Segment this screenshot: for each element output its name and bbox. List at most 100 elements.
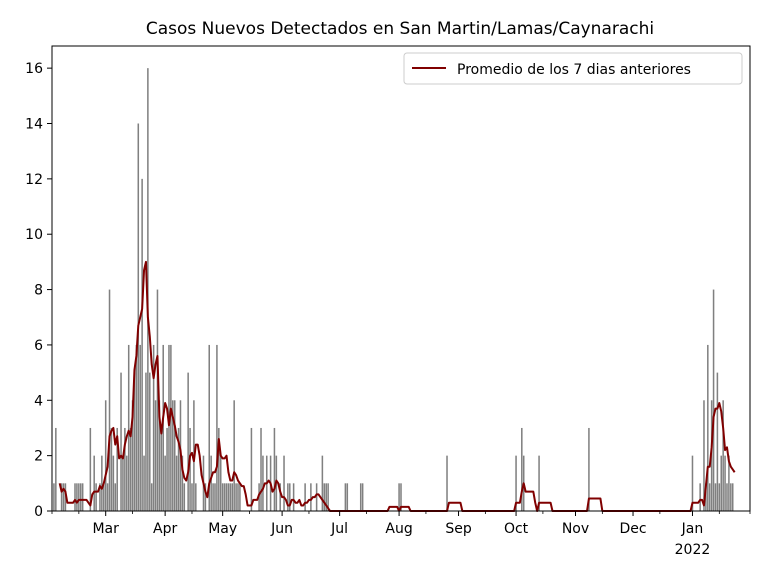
bar bbox=[707, 344, 709, 511]
bar bbox=[152, 344, 155, 511]
y-axis: 0 2 4 6 8 10 12 14 16 bbox=[25, 61, 52, 520]
bar bbox=[315, 483, 318, 511]
bar bbox=[361, 483, 364, 511]
bar bbox=[122, 455, 124, 511]
bar bbox=[714, 483, 717, 511]
bar bbox=[218, 427, 220, 511]
bar bbox=[262, 455, 264, 511]
x-tick-label: May bbox=[208, 521, 237, 537]
bar bbox=[233, 400, 235, 511]
bar bbox=[60, 483, 63, 511]
bar bbox=[80, 483, 82, 511]
bar bbox=[116, 427, 118, 511]
bar bbox=[346, 483, 349, 511]
bar bbox=[170, 344, 172, 511]
bar bbox=[588, 427, 590, 511]
bar bbox=[227, 483, 230, 511]
bar bbox=[210, 455, 212, 511]
bar bbox=[703, 400, 705, 511]
bar bbox=[722, 400, 724, 511]
bar bbox=[162, 344, 164, 511]
y-tick-label: 14 bbox=[25, 117, 43, 133]
bar bbox=[279, 483, 281, 511]
bar bbox=[718, 483, 721, 511]
bar bbox=[143, 455, 145, 511]
bar bbox=[214, 483, 216, 511]
bar bbox=[112, 455, 115, 511]
bar bbox=[208, 344, 210, 511]
bar bbox=[108, 289, 111, 511]
bar bbox=[731, 483, 734, 511]
bar bbox=[204, 483, 207, 511]
bar bbox=[137, 123, 140, 511]
bar bbox=[273, 427, 276, 511]
bar bbox=[716, 372, 719, 511]
bar bbox=[726, 483, 728, 511]
bar bbox=[53, 483, 55, 511]
bar bbox=[705, 483, 707, 511]
bar bbox=[103, 483, 105, 511]
bar bbox=[728, 455, 730, 511]
bar bbox=[708, 483, 711, 511]
bar bbox=[187, 372, 189, 511]
x-tick-label: Jan bbox=[681, 521, 704, 537]
bar bbox=[183, 483, 186, 511]
x-tick-label: Oct bbox=[504, 521, 529, 537]
y-tick-label: 2 bbox=[34, 449, 43, 465]
bar bbox=[235, 483, 237, 511]
bar bbox=[89, 427, 92, 511]
legend-label: Promedio de los 7 dias anteriores bbox=[457, 62, 691, 78]
bar bbox=[175, 455, 178, 511]
bar bbox=[260, 427, 262, 511]
bar bbox=[216, 344, 218, 511]
x-tick-label: Dec bbox=[619, 521, 646, 537]
bar bbox=[133, 372, 136, 511]
bar bbox=[712, 289, 715, 511]
bar bbox=[699, 483, 701, 511]
bar bbox=[724, 455, 726, 511]
bar bbox=[110, 427, 113, 511]
bar bbox=[446, 455, 448, 511]
bar bbox=[114, 483, 117, 511]
bar bbox=[287, 483, 289, 511]
bar bbox=[515, 455, 517, 511]
bar bbox=[212, 483, 214, 511]
bar bbox=[219, 455, 222, 511]
bar bbox=[95, 483, 97, 511]
bar bbox=[225, 483, 228, 511]
bar bbox=[141, 178, 143, 512]
bar bbox=[283, 455, 285, 511]
bar bbox=[195, 483, 197, 511]
bar bbox=[62, 483, 65, 511]
legend-box bbox=[403, 52, 743, 85]
x-tick-label: Sep bbox=[445, 521, 472, 537]
y-tick-label: 4 bbox=[34, 393, 43, 409]
legend: Promedio de los 7 dias anteriores bbox=[403, 52, 743, 85]
line-series bbox=[58, 260, 736, 512]
bar bbox=[231, 483, 234, 511]
bar bbox=[730, 483, 732, 511]
bar bbox=[191, 483, 193, 511]
bar bbox=[124, 427, 126, 511]
x-tick-label: Jul bbox=[330, 521, 348, 537]
bar bbox=[398, 483, 400, 511]
bar bbox=[691, 455, 694, 511]
x-axis: Mar Apr May Jun Jul Aug Sep Oct Nov Dec Jan 2022 bbox=[51, 511, 751, 558]
bar bbox=[239, 483, 241, 511]
y-tick-label: 8 bbox=[34, 283, 43, 299]
bar bbox=[177, 427, 180, 511]
bar bbox=[720, 455, 722, 511]
x-tick-label: Nov bbox=[562, 521, 589, 537]
bar bbox=[74, 483, 76, 511]
bar bbox=[173, 400, 176, 511]
bar bbox=[81, 483, 84, 511]
average-line bbox=[58, 260, 736, 512]
bar bbox=[229, 483, 232, 511]
y-tick-label: 12 bbox=[25, 172, 43, 188]
bar bbox=[172, 400, 174, 511]
bar bbox=[150, 483, 153, 511]
bar bbox=[221, 483, 224, 511]
x-tick-year-label: 2022 bbox=[675, 542, 711, 558]
x-tick-label: Aug bbox=[385, 521, 412, 537]
